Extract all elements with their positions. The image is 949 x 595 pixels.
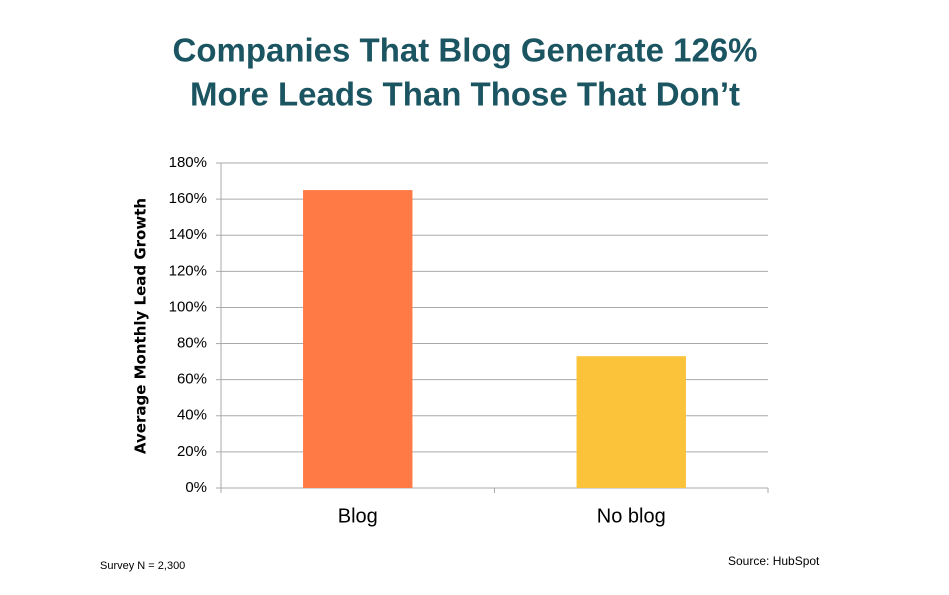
y-tick-label: 0% [185,479,207,496]
y-tick-label: 100% [169,298,207,315]
y-tick-label: 80% [177,335,207,352]
bar [576,356,686,488]
y-tick-label: 160% [169,190,207,207]
y-axis-label: Average Monthly Lead Growth [132,198,150,454]
bar [303,190,413,489]
y-tick-label: 120% [169,262,207,279]
x-tick-label: Blog [338,505,378,527]
x-tick-label: No blog [597,505,666,527]
y-tick-label: 180% [169,154,207,171]
y-tick-label: 140% [169,226,207,243]
y-tick-label: 40% [177,407,207,424]
footnote: Survey N = 2,300 [100,560,185,572]
chart-title: Companies That Blog Generate 126% [173,32,758,69]
chart-title: More Leads Than Those That Don’t [190,76,740,113]
y-tick-label: 20% [177,443,207,460]
source: Source: HubSpot [728,554,820,568]
y-tick-label: 60% [177,371,207,388]
